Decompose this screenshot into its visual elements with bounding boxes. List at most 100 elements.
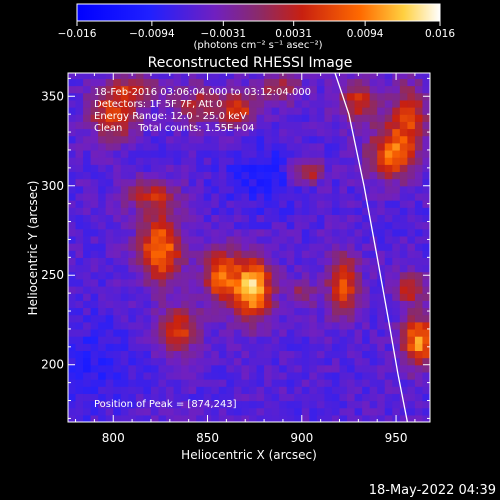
heatmap-cell xyxy=(249,400,258,409)
heatmap-cell xyxy=(158,99,167,108)
heatmap-cell xyxy=(98,142,107,151)
heatmap-cell xyxy=(226,250,235,258)
heatmap-cell xyxy=(331,407,341,416)
heatmap-cell xyxy=(377,328,386,337)
heatmap-cell xyxy=(75,371,84,380)
heatmap-cell xyxy=(309,142,318,151)
heatmap-cell xyxy=(233,357,243,366)
heatmap-cell xyxy=(113,357,122,366)
heatmap-cell xyxy=(249,200,258,208)
heatmap-cell xyxy=(324,321,333,330)
heatmap-cell xyxy=(120,142,129,151)
heatmap-cell xyxy=(294,314,303,323)
heatmap-cell xyxy=(135,386,145,394)
heatmap-cell xyxy=(249,73,258,79)
heatmap-cell xyxy=(384,293,393,301)
heatmap-cell xyxy=(377,371,386,380)
heatmap-cell xyxy=(135,73,145,79)
heatmap-cell xyxy=(233,85,243,94)
heatmap-cell xyxy=(211,121,220,130)
heatmap-cell xyxy=(75,221,84,230)
heatmap-cell xyxy=(256,293,265,301)
heatmap-cell xyxy=(75,164,84,173)
heatmap-cell xyxy=(384,379,393,387)
heatmap-cell xyxy=(392,142,401,151)
heatmap-cell xyxy=(68,121,77,130)
heatmap-cell xyxy=(173,321,182,330)
heatmap-cell xyxy=(233,300,243,309)
heatmap-cell xyxy=(150,85,160,94)
heatmap-cell xyxy=(173,386,182,394)
heatmap-cell xyxy=(105,235,114,244)
heatmap-cell xyxy=(392,379,401,387)
heatmap-cell xyxy=(211,207,220,215)
heatmap-cell xyxy=(218,350,227,359)
heatmap-cell xyxy=(324,142,333,151)
heatmap-cell xyxy=(294,400,303,409)
heatmap-cell xyxy=(354,107,363,115)
heatmap-cell xyxy=(203,300,212,309)
heatmap-cell xyxy=(83,228,92,237)
heatmap-cell xyxy=(143,314,152,323)
heatmap-cell xyxy=(233,107,243,115)
heatmap-cell xyxy=(226,85,235,94)
heatmap-cell xyxy=(98,121,107,130)
heatmap-cell xyxy=(301,114,310,122)
heatmap-cell xyxy=(68,314,77,323)
heatmap-cell xyxy=(181,407,190,416)
heatmap-cell xyxy=(196,149,205,158)
heatmap-cell xyxy=(286,243,295,251)
heatmap-cell xyxy=(264,171,273,180)
heatmap-cell xyxy=(98,414,107,422)
heatmap-cell xyxy=(392,314,401,323)
heatmap-cell xyxy=(264,228,273,237)
heatmap-cell xyxy=(241,400,250,409)
heatmap-cell xyxy=(256,357,265,366)
heatmap-cell xyxy=(347,178,356,187)
heatmap-cell xyxy=(211,228,220,237)
heatmap-cell xyxy=(392,307,401,316)
heatmap-cell xyxy=(422,336,430,344)
heatmap-cell xyxy=(113,73,122,79)
heatmap-cell xyxy=(135,214,145,223)
heatmap-cell xyxy=(196,157,205,165)
heatmap-cell xyxy=(218,178,227,187)
heatmap-cell xyxy=(339,285,348,294)
heatmap-cell xyxy=(362,135,371,144)
heatmap-cell xyxy=(414,350,424,359)
heatmap-cell xyxy=(324,73,333,79)
heatmap-cell xyxy=(279,271,288,280)
heatmap-cell xyxy=(294,207,303,215)
heatmap-cell xyxy=(188,321,197,330)
heatmap-cell xyxy=(68,142,77,151)
heatmap-cell xyxy=(256,73,265,79)
heatmap-cell xyxy=(324,257,333,266)
heatmap-cell xyxy=(286,393,295,402)
heatmap-cell xyxy=(196,185,205,194)
heatmap-cell xyxy=(377,107,386,115)
heatmap-cell xyxy=(407,221,416,230)
heatmap-cell xyxy=(105,107,114,115)
heatmap-cell xyxy=(143,128,152,137)
heatmap-cell xyxy=(249,264,258,273)
heatmap-cell xyxy=(339,171,348,180)
heatmap-cell xyxy=(362,107,371,115)
heatmap-cell xyxy=(203,164,212,173)
heatmap-cell xyxy=(294,73,303,79)
heatmap-cell xyxy=(362,293,371,301)
heatmap-cell xyxy=(392,371,401,380)
heatmap-cell xyxy=(188,278,197,287)
heatmap-cell xyxy=(309,85,318,94)
heatmap-cell xyxy=(331,157,341,165)
heatmap-cell xyxy=(83,157,92,165)
heatmap-cell xyxy=(150,121,160,130)
heatmap-cell xyxy=(309,257,318,266)
heatmap-cell xyxy=(407,78,416,87)
heatmap-cell xyxy=(392,107,401,115)
heatmap-cell xyxy=(339,407,348,416)
heatmap-cell xyxy=(414,107,424,115)
heatmap-cell xyxy=(249,407,258,416)
heatmap-cell xyxy=(347,92,356,101)
heatmap-cell xyxy=(271,200,280,208)
heatmap-cell xyxy=(294,364,303,373)
